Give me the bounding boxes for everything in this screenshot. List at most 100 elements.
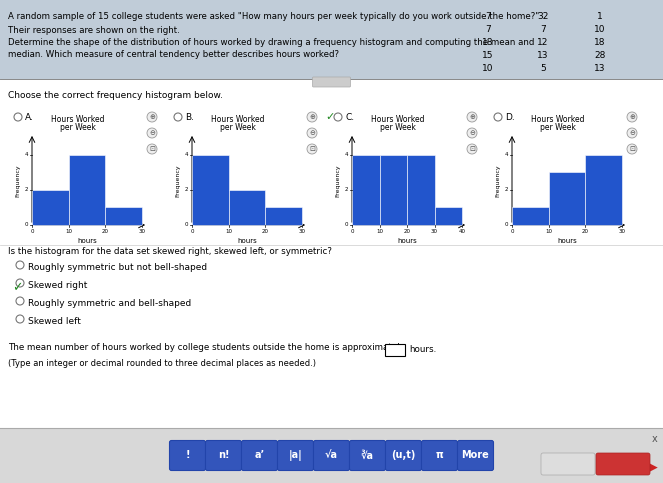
Text: Frequency: Frequency (15, 165, 21, 198)
Text: ▶: ▶ (645, 459, 658, 477)
Circle shape (147, 144, 157, 154)
Text: 20: 20 (262, 229, 269, 234)
Text: ⊖: ⊖ (149, 130, 155, 136)
Bar (512, 207, 549, 225)
Text: Roughly symmetric but not bell-shaped: Roughly symmetric but not bell-shaped (28, 263, 207, 272)
FancyBboxPatch shape (314, 440, 349, 470)
Text: ⊡: ⊡ (629, 146, 635, 152)
FancyBboxPatch shape (241, 440, 278, 470)
Text: 20: 20 (404, 229, 410, 234)
Text: 4: 4 (345, 152, 348, 157)
Text: 0: 0 (505, 223, 508, 227)
FancyBboxPatch shape (541, 453, 595, 475)
Text: hours: hours (237, 238, 257, 244)
Text: 40: 40 (459, 229, 465, 234)
FancyBboxPatch shape (596, 453, 650, 475)
Text: 13: 13 (594, 64, 606, 73)
Circle shape (627, 144, 637, 154)
Text: Skewed left: Skewed left (28, 317, 81, 326)
Text: 2: 2 (345, 187, 348, 192)
FancyBboxPatch shape (206, 440, 241, 470)
Text: C.: C. (345, 113, 354, 122)
Text: (u,t): (u,t) (391, 451, 416, 460)
Text: 2: 2 (25, 187, 28, 192)
Circle shape (467, 112, 477, 122)
Bar (229, 190, 265, 225)
Circle shape (147, 128, 157, 138)
Text: ⊖: ⊖ (309, 130, 315, 136)
Text: 0: 0 (511, 229, 514, 234)
Circle shape (307, 128, 317, 138)
FancyBboxPatch shape (349, 440, 385, 470)
Text: Roughly symmetric and bell-shaped: Roughly symmetric and bell-shaped (28, 299, 191, 308)
Text: Hours Worked: Hours Worked (371, 115, 424, 124)
Bar (385, 344, 405, 356)
Text: ∛a: ∛a (361, 451, 374, 460)
Bar (192, 155, 229, 225)
Text: per Week: per Week (60, 123, 95, 132)
Circle shape (467, 128, 477, 138)
FancyBboxPatch shape (278, 440, 314, 470)
Text: 10: 10 (482, 64, 494, 73)
Text: Determine the shape of the distribution of hours worked by drawing a frequency h: Determine the shape of the distribution … (8, 38, 534, 47)
Text: π: π (436, 451, 444, 460)
Text: per Week: per Week (379, 123, 416, 132)
Text: Is the histogram for the data set skewed right, skewed left, or symmetric?: Is the histogram for the data set skewed… (8, 247, 332, 256)
Text: 10: 10 (65, 229, 72, 234)
Text: The mean number of hours worked by college students outside the home is approxim: The mean number of hours worked by colle… (8, 343, 404, 352)
FancyBboxPatch shape (385, 440, 422, 470)
Text: 4: 4 (25, 152, 28, 157)
Bar (69, 155, 105, 225)
Text: Choose the correct frequency histogram below.: Choose the correct frequency histogram b… (8, 91, 223, 100)
Text: Hours Worked: Hours Worked (51, 115, 104, 124)
Text: 5: 5 (540, 64, 546, 73)
Text: hours: hours (557, 238, 577, 244)
Text: 10: 10 (594, 25, 606, 34)
Circle shape (627, 128, 637, 138)
Text: (Type an integer or decimal rounded to three decimal places as needed.): (Type an integer or decimal rounded to t… (8, 359, 316, 368)
Text: 10: 10 (225, 229, 232, 234)
Bar (0, 428, 663, 483)
Text: Skewed right: Skewed right (28, 281, 88, 290)
Bar (0, 0, 663, 79)
Text: hours: hours (77, 238, 97, 244)
Text: a’: a’ (255, 451, 265, 460)
Text: hours: hours (397, 238, 417, 244)
Bar (265, 207, 302, 225)
Text: 12: 12 (537, 38, 549, 47)
Text: ✓: ✓ (12, 281, 23, 294)
Text: 30: 30 (619, 229, 625, 234)
Bar (407, 155, 434, 225)
FancyBboxPatch shape (312, 77, 351, 87)
Text: 0: 0 (350, 229, 354, 234)
Text: ⊕: ⊕ (309, 114, 315, 120)
Text: x: x (651, 434, 657, 444)
Text: ⊕: ⊕ (469, 114, 475, 120)
Text: 28: 28 (594, 51, 606, 60)
Bar (352, 155, 379, 225)
Circle shape (467, 144, 477, 154)
Bar (32, 190, 69, 225)
Text: per Week: per Week (540, 123, 575, 132)
Bar (379, 155, 407, 225)
Text: ⊡: ⊡ (309, 146, 315, 152)
Text: !: ! (185, 451, 190, 460)
Text: 0: 0 (184, 223, 188, 227)
Text: 2: 2 (184, 187, 188, 192)
Text: 7: 7 (485, 25, 491, 34)
Bar (105, 207, 142, 225)
Text: median. Which measure of central tendency better describes hours worked?: median. Which measure of central tendenc… (8, 50, 339, 59)
Circle shape (147, 112, 157, 122)
Text: 30: 30 (139, 229, 145, 234)
Text: 15: 15 (482, 51, 494, 60)
Text: 20: 20 (582, 229, 589, 234)
Circle shape (307, 112, 317, 122)
Text: A random sample of 15 college students were asked "How many hours per week typic: A random sample of 15 college students w… (8, 12, 540, 21)
Text: 2: 2 (505, 187, 508, 192)
FancyBboxPatch shape (170, 440, 206, 470)
Text: 1: 1 (597, 12, 603, 21)
Text: More: More (461, 451, 489, 460)
Text: ⊖: ⊖ (469, 130, 475, 136)
Text: 0: 0 (30, 229, 34, 234)
Bar (0, 79, 663, 428)
